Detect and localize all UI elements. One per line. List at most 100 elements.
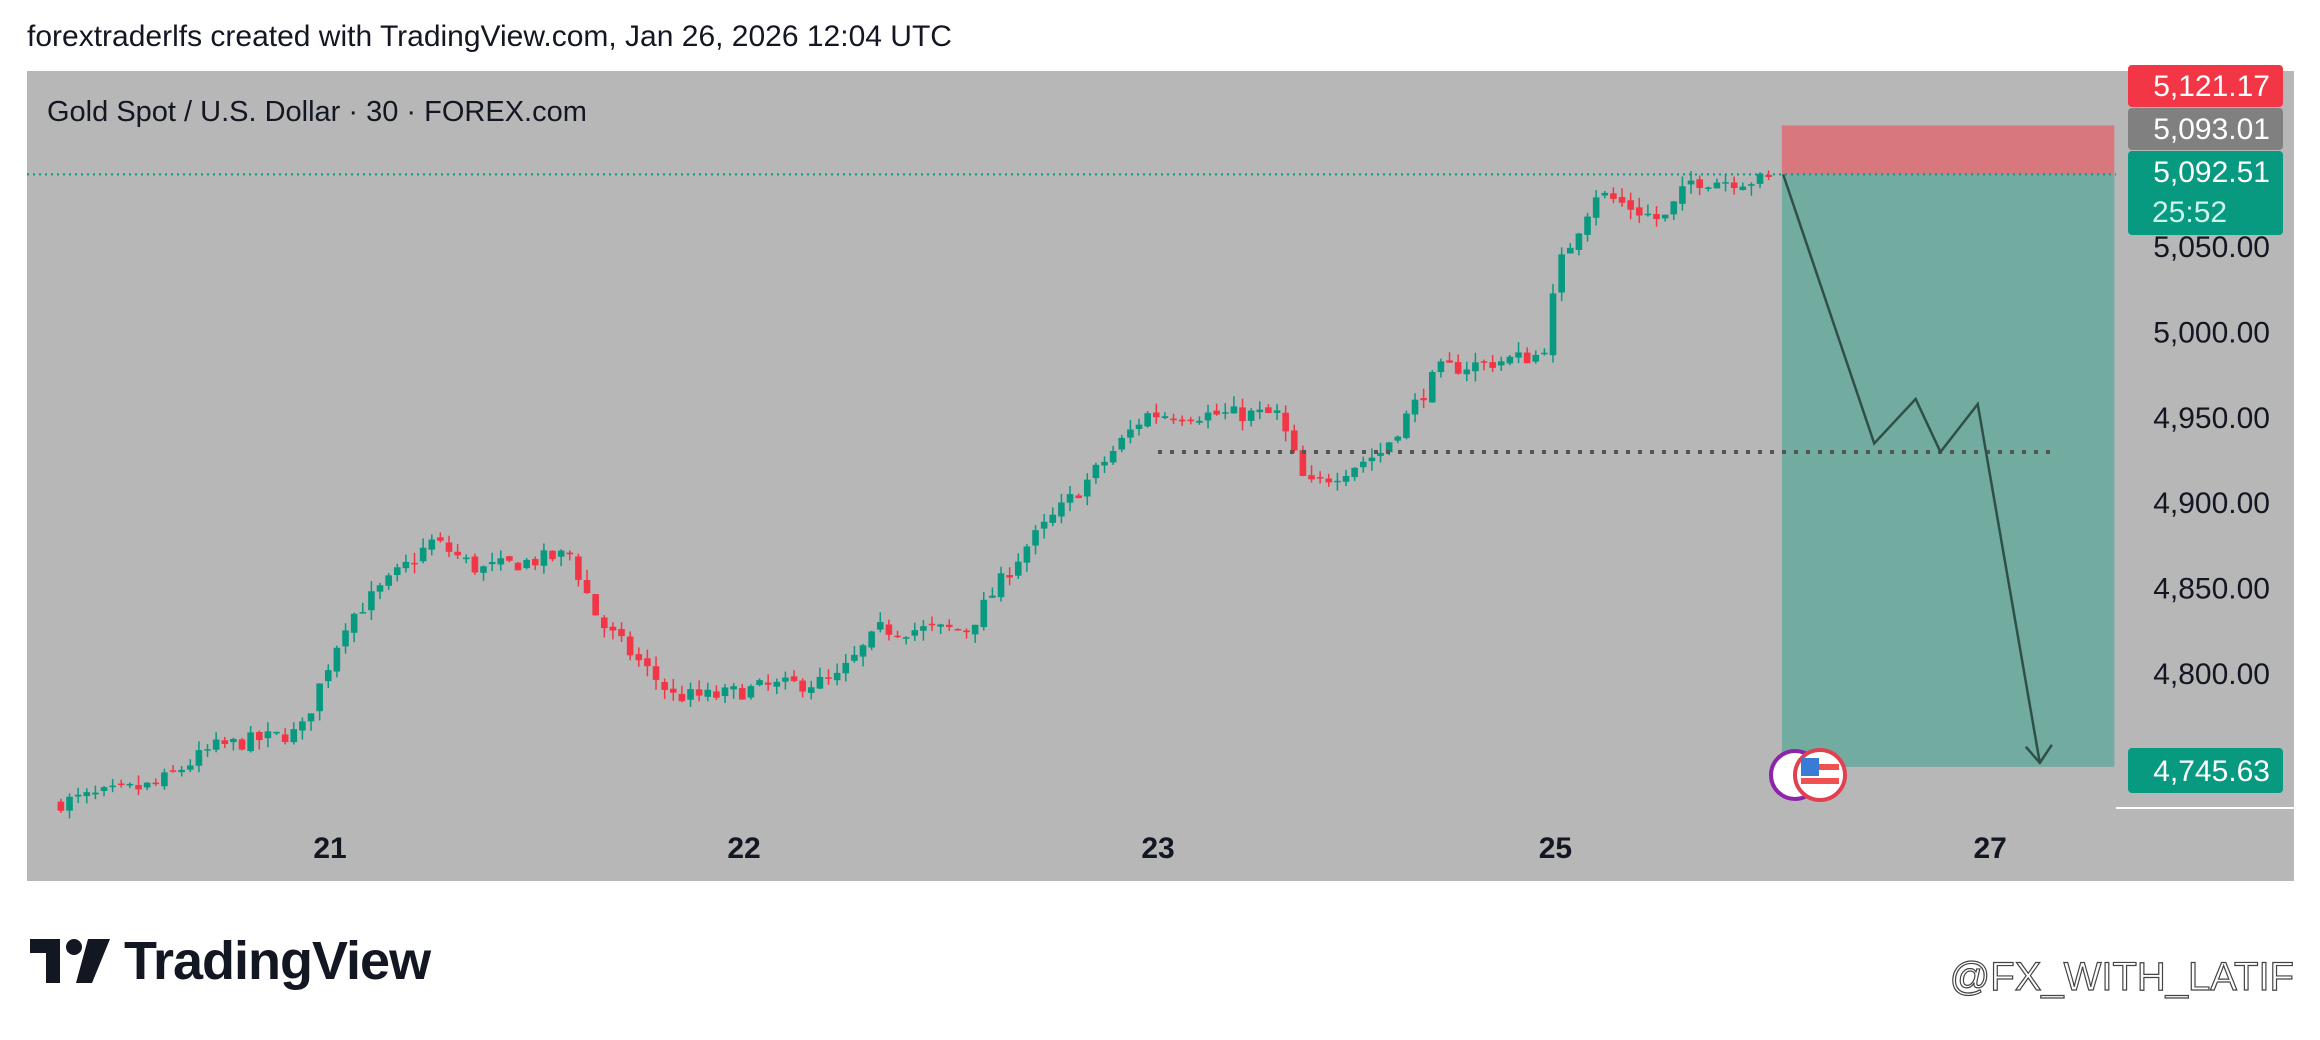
chart-caption: forextraderlfs created with TradingView.… bbox=[27, 20, 952, 53]
candle-body bbox=[1765, 174, 1772, 177]
candle-body bbox=[644, 658, 651, 667]
candle-body bbox=[428, 539, 436, 550]
candle-body bbox=[74, 794, 82, 797]
price-tick: 4,900.00 bbox=[2153, 487, 2270, 520]
candle-body bbox=[1342, 475, 1350, 482]
candle-body bbox=[368, 591, 375, 611]
candle-body bbox=[204, 749, 211, 751]
bar-countdown: 25:52 bbox=[2152, 196, 2227, 229]
candle-body bbox=[411, 562, 418, 565]
candle-body bbox=[635, 654, 643, 661]
candle-body bbox=[1748, 184, 1755, 186]
watermark: @FX_WITH_LATIF bbox=[1949, 954, 2295, 999]
candle-body bbox=[480, 566, 487, 573]
candle-body bbox=[1075, 495, 1082, 499]
candle-body bbox=[782, 677, 789, 682]
candle-body bbox=[273, 731, 280, 734]
candle-body bbox=[1040, 521, 1048, 529]
candle-body bbox=[1679, 186, 1686, 204]
candle-body bbox=[549, 550, 556, 560]
candle-body bbox=[790, 676, 798, 682]
candle-body bbox=[911, 630, 919, 636]
candle-body bbox=[583, 579, 591, 594]
axis-layer: 5,050.00 5,000.00 4,950.00 4,900.00 4,850.00… bbox=[313, 65, 2283, 865]
last-price-label: 5,092.51 bbox=[2153, 156, 2270, 189]
candle-body bbox=[178, 769, 185, 773]
tradingview-logo[interactable]: TradingView bbox=[30, 930, 431, 992]
candle-body bbox=[1247, 410, 1255, 421]
candle-body bbox=[1359, 461, 1367, 468]
candle-body bbox=[57, 801, 65, 811]
candle-body bbox=[186, 765, 194, 770]
prev-price-label: 5,093.01 bbox=[2153, 113, 2270, 146]
candle-body bbox=[1428, 371, 1436, 403]
candle-body bbox=[1239, 407, 1246, 422]
candle-body bbox=[747, 686, 755, 698]
candle-body bbox=[1299, 450, 1307, 476]
candle-body bbox=[894, 635, 901, 638]
candle-body bbox=[1135, 424, 1143, 429]
candle-body bbox=[324, 670, 332, 682]
stop-price-label-bg bbox=[2128, 65, 2283, 107]
candle-body bbox=[1523, 352, 1531, 364]
tradingview-logo-icon bbox=[30, 939, 110, 983]
candle-body bbox=[454, 551, 461, 556]
candle-body bbox=[816, 676, 824, 689]
candle-body bbox=[678, 693, 686, 702]
candle-body bbox=[1006, 575, 1013, 578]
candle-body bbox=[66, 796, 73, 811]
candle-body bbox=[764, 682, 772, 685]
candle-body bbox=[307, 713, 315, 722]
candle-body bbox=[1308, 475, 1315, 480]
candle-body bbox=[1437, 361, 1445, 373]
candle-body bbox=[1653, 214, 1660, 219]
candle-body bbox=[1187, 419, 1195, 422]
candle-body bbox=[350, 613, 358, 633]
date-tick: 23 bbox=[1141, 832, 1174, 865]
stop-price-label: 5,121.17 bbox=[2153, 70, 2270, 103]
candle-body bbox=[135, 785, 142, 790]
candle-body bbox=[1558, 254, 1565, 293]
price-tick: 5,000.00 bbox=[2153, 316, 2270, 349]
candle-body bbox=[756, 680, 763, 686]
candle-body bbox=[316, 683, 323, 712]
price-tick: 4,800.00 bbox=[2153, 658, 2270, 691]
candle-body bbox=[1532, 354, 1540, 362]
candle-body bbox=[1687, 180, 1695, 185]
candle-body bbox=[514, 562, 522, 571]
candle-body bbox=[488, 562, 496, 565]
candle-body bbox=[1368, 457, 1376, 462]
candle-body bbox=[1463, 369, 1471, 375]
candle-body bbox=[1196, 420, 1203, 423]
candle-body bbox=[143, 782, 151, 788]
candle-body bbox=[1472, 362, 1479, 372]
candle-body bbox=[238, 739, 246, 750]
candle-body bbox=[1394, 436, 1402, 441]
candle-body bbox=[937, 624, 944, 627]
candle-body bbox=[566, 552, 574, 555]
candle-body bbox=[333, 647, 341, 672]
candle-body bbox=[859, 645, 867, 657]
flag-stripe bbox=[1801, 778, 1839, 784]
candle-body bbox=[1670, 201, 1678, 215]
candle-body bbox=[695, 689, 703, 696]
candle-body bbox=[1403, 413, 1410, 439]
candle-body bbox=[126, 783, 134, 786]
candle-body bbox=[1109, 450, 1117, 463]
candle-body bbox=[1584, 216, 1591, 235]
target-price-label-bg bbox=[2128, 748, 2283, 793]
candle-body bbox=[1385, 442, 1393, 453]
candle-body bbox=[1256, 409, 1264, 413]
projection-path bbox=[1781, 173, 2042, 764]
candle-body bbox=[100, 787, 108, 792]
candle-body bbox=[212, 739, 220, 750]
date-tick: 25 bbox=[1539, 832, 1572, 865]
candle-body bbox=[1273, 410, 1281, 413]
candle-body bbox=[1627, 200, 1634, 210]
candle-body bbox=[1351, 467, 1358, 478]
candle-body bbox=[221, 740, 229, 745]
candle-body bbox=[1334, 480, 1341, 483]
candle-body bbox=[1575, 233, 1583, 250]
candle-body bbox=[1083, 479, 1091, 497]
